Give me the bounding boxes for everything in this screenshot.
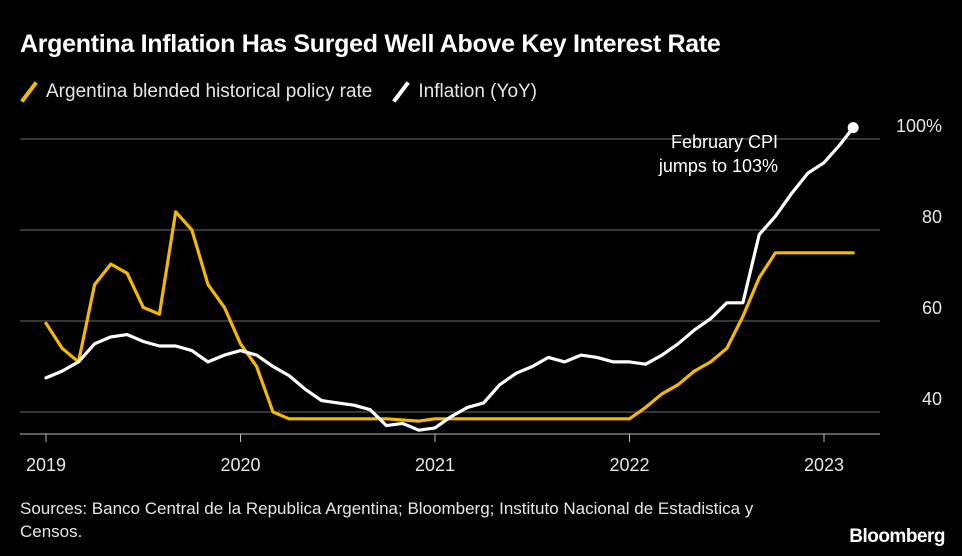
sources-note: Sources: Banco Central de la Republica A… xyxy=(20,499,754,541)
chart-title: Argentina Inflation Has Surged Well Abov… xyxy=(20,30,721,58)
x-tick-label-2022: 2022 xyxy=(609,455,649,475)
legend-swatch-policy-rate xyxy=(20,81,38,103)
x-tick-label-2023: 2023 xyxy=(804,455,844,475)
inflation-line xyxy=(44,126,855,432)
y-tick-label-60: 60 xyxy=(922,298,942,318)
bloomberg-logo: Bloomberg xyxy=(849,526,945,547)
legend-item-policy-rate: Argentina blended historical policy rate xyxy=(20,81,372,103)
latest-cpi-marker xyxy=(847,122,859,134)
x-tick-label-2021: 2021 xyxy=(415,455,455,475)
annotation-line-1: February CPI xyxy=(671,132,778,152)
y-tick-label-80: 80 xyxy=(922,207,942,227)
x-tick-label-2019: 2019 xyxy=(26,455,66,475)
x-tick-label-2020: 2020 xyxy=(220,455,260,475)
annotation-line-2: jumps to 103% xyxy=(658,156,778,176)
legend-item-inflation: Inflation (YoY) xyxy=(392,81,537,103)
y-tick-label-100: 100% xyxy=(896,116,942,136)
legend-label-inflation: Inflation (YoY) xyxy=(418,81,538,102)
legend-label-policy-rate: Argentina blended historical policy rate xyxy=(46,81,373,102)
policy-rate-line xyxy=(44,210,855,423)
legend: Argentina blended historical policy rate… xyxy=(20,80,557,104)
legend-swatch-inflation xyxy=(392,81,411,103)
y-tick-label-40: 40 xyxy=(922,389,942,409)
